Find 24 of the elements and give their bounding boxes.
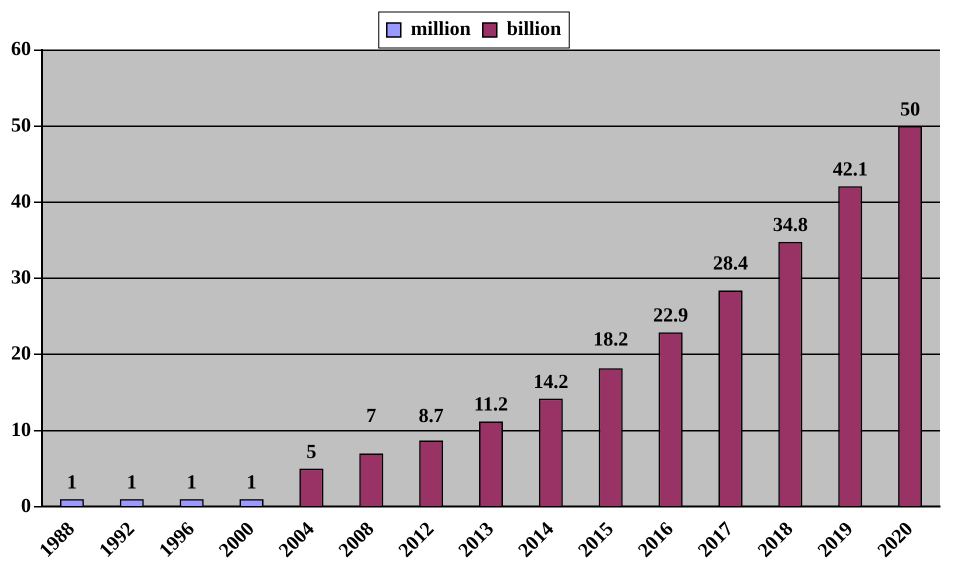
data-label: 34.8 — [772, 214, 808, 236]
y-tick-label: 50 — [11, 114, 31, 136]
data-label: 7 — [366, 404, 376, 427]
data-label: 11.2 — [474, 394, 508, 416]
y-tick-label: 40 — [11, 190, 31, 212]
data-label: 1 — [246, 471, 257, 494]
y-tick-label: 30 — [11, 266, 31, 289]
y-tick-label: 0 — [21, 494, 31, 517]
data-label: 50 — [900, 98, 920, 120]
data-label: 1 — [126, 471, 137, 494]
data-label: 42.1 — [832, 158, 868, 180]
legend-label: billion — [506, 18, 562, 40]
data-label: 5 — [306, 440, 316, 463]
legend-label: million — [410, 18, 471, 40]
data-label: 8.7 — [418, 404, 444, 427]
y-tick-label: 60 — [11, 38, 31, 60]
data-label: 14.2 — [533, 370, 568, 393]
y-tick-label: 20 — [11, 342, 31, 365]
data-label: 28.4 — [712, 252, 748, 275]
data-label: 18.2 — [593, 328, 628, 351]
y-tick-label: 10 — [11, 418, 31, 441]
data-label: 22.9 — [653, 304, 688, 327]
data-label: 1 — [186, 471, 197, 494]
data-label: 1 — [66, 471, 77, 494]
